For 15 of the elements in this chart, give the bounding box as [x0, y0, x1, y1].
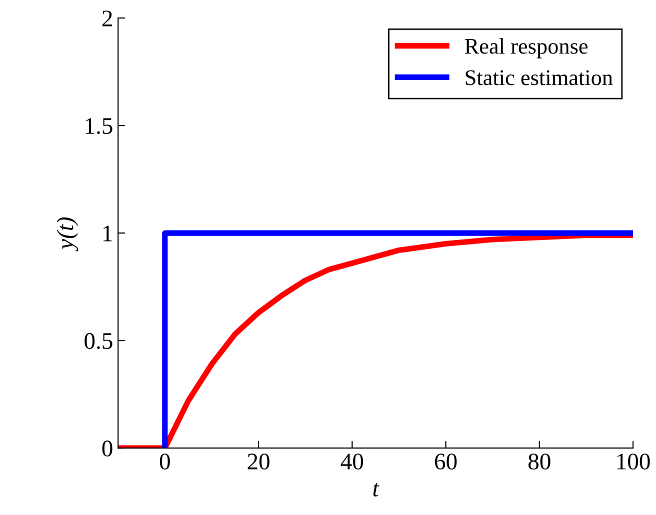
x-tick-label: 60	[434, 454, 457, 470]
x-tick-label: 0	[160, 454, 170, 470]
legend-label: Real response	[464, 38, 588, 58]
y-tick-label: 0	[102, 440, 112, 456]
x-tick-label: 80	[528, 454, 550, 470]
y-tick-label: 1.5	[86, 118, 112, 134]
y-axis-title: y(t)	[56, 217, 78, 252]
y-tick-label: 1	[103, 226, 112, 242]
x-tick-label: 20	[248, 454, 270, 470]
x-tick-label: 100	[617, 454, 650, 470]
x-tick-label: 40	[340, 454, 364, 470]
y-tick-label: 2	[102, 10, 112, 26]
y-tick-label: 0.5	[84, 333, 112, 350]
legend-label: Static estimation	[466, 70, 613, 86]
x-axis-title: t	[373, 482, 380, 496]
